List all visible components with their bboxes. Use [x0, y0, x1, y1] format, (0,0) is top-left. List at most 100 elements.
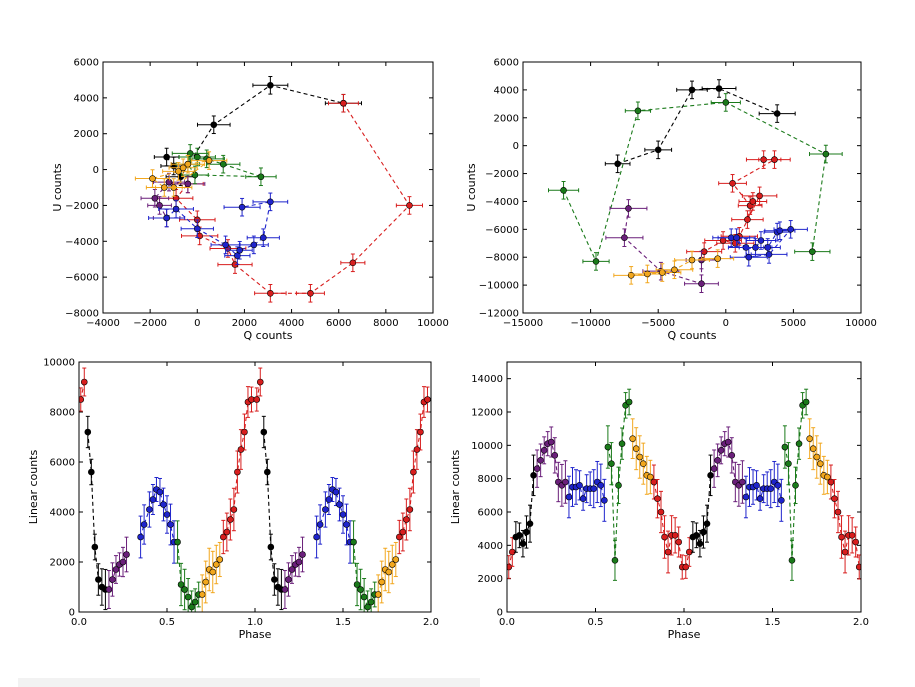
data-point [742, 493, 750, 501]
data-point [80, 378, 88, 386]
data-point [644, 270, 651, 278]
data-point [140, 521, 148, 528]
data-point [714, 457, 721, 464]
x-tick-label: 0.0 [499, 617, 515, 628]
data-point [636, 453, 644, 461]
data-point [639, 460, 647, 467]
y-tick-label: −6000 [65, 273, 99, 284]
data-point [614, 160, 621, 168]
data-point [177, 581, 185, 588]
data-point [267, 289, 274, 297]
data-point [682, 563, 690, 571]
data-point [250, 241, 258, 249]
data-point [560, 186, 567, 194]
data-point [722, 99, 730, 106]
series-line-black [87, 431, 106, 590]
data-point [590, 485, 598, 492]
data-point [165, 178, 173, 186]
data-point [519, 540, 527, 547]
data-point [374, 591, 382, 598]
data-point [781, 443, 789, 451]
data-point [661, 533, 668, 541]
y-tick-label: 8000 [478, 474, 503, 485]
y-axis-label: Linear counts [449, 450, 462, 525]
data-point [220, 533, 227, 541]
data-point [191, 171, 199, 179]
y-tick-label: 6000 [74, 58, 99, 69]
data-point [146, 506, 153, 513]
plot-frame [522, 61, 862, 314]
y-tick-label: 6000 [494, 58, 519, 69]
data-point [530, 472, 537, 479]
data-point [785, 460, 792, 467]
series-line-red [222, 399, 252, 538]
y-tick-label: 4000 [478, 541, 503, 552]
data-point [267, 82, 274, 89]
x-tick-label: −15000 [503, 318, 543, 329]
data-point [216, 556, 224, 563]
data-point [188, 603, 195, 611]
data-point [744, 216, 751, 223]
data-point [137, 533, 144, 541]
data-point [745, 253, 753, 261]
data-point [174, 538, 181, 546]
data-point [392, 556, 400, 563]
x-axis-label: Phase [668, 628, 701, 641]
data-point [219, 160, 227, 168]
y-tick-label: −12000 [479, 309, 519, 320]
y-tick-label: 2000 [478, 574, 503, 585]
data-point [222, 241, 229, 249]
data-point [332, 488, 340, 496]
x-axis-label: Q counts [668, 329, 717, 342]
data-point [710, 465, 718, 472]
data-point [625, 398, 633, 406]
data-point [717, 447, 725, 454]
data-point [349, 259, 357, 267]
data-point [179, 164, 187, 172]
y-tick-label: −8000 [485, 253, 519, 264]
data-point [336, 501, 343, 508]
data-point [191, 598, 199, 606]
data-point [714, 255, 721, 262]
data-point [403, 516, 410, 523]
data-point [212, 561, 220, 568]
data-point [516, 532, 523, 539]
x-tick-label: 2.0 [853, 617, 869, 628]
data-point [611, 557, 619, 564]
data-point [778, 497, 785, 504]
data-point [650, 478, 658, 486]
data-point [316, 521, 324, 528]
data-point [771, 156, 778, 163]
y-tick-label: 0 [497, 608, 503, 619]
y-tick-label: −2000 [485, 169, 519, 180]
data-point [533, 465, 541, 472]
data-point [523, 528, 530, 536]
data-point [163, 511, 171, 518]
data-point [267, 543, 275, 551]
y-tick-label: 12000 [471, 408, 503, 419]
data-point [657, 508, 665, 516]
x-tick-label: 6000 [326, 318, 351, 329]
y-tick-label: 2000 [50, 558, 75, 569]
x-tick-label: 0.0 [71, 617, 87, 628]
data-point [385, 568, 393, 576]
data-point [827, 478, 835, 486]
data-point [223, 528, 231, 536]
x-axis-label: Phase [239, 628, 272, 641]
data-point [149, 496, 157, 503]
data-point [774, 482, 782, 489]
data-point [253, 396, 261, 403]
data-point [156, 202, 163, 209]
x-tick-label: 5000 [781, 318, 806, 329]
data-point [809, 248, 816, 255]
data-point [205, 157, 213, 164]
data-point [285, 576, 292, 583]
data-point [795, 440, 803, 447]
data-point [700, 528, 707, 536]
data-point [388, 561, 396, 568]
y-tick-label: 6000 [50, 458, 75, 469]
data-point [757, 237, 765, 244]
chart-panel-3: 0.0 0.5 1.0 1.5 2.0 0 2000 4000 6000 8000 10000 Pha… [27, 358, 439, 642]
data-point [281, 586, 289, 593]
data-point [378, 578, 386, 586]
